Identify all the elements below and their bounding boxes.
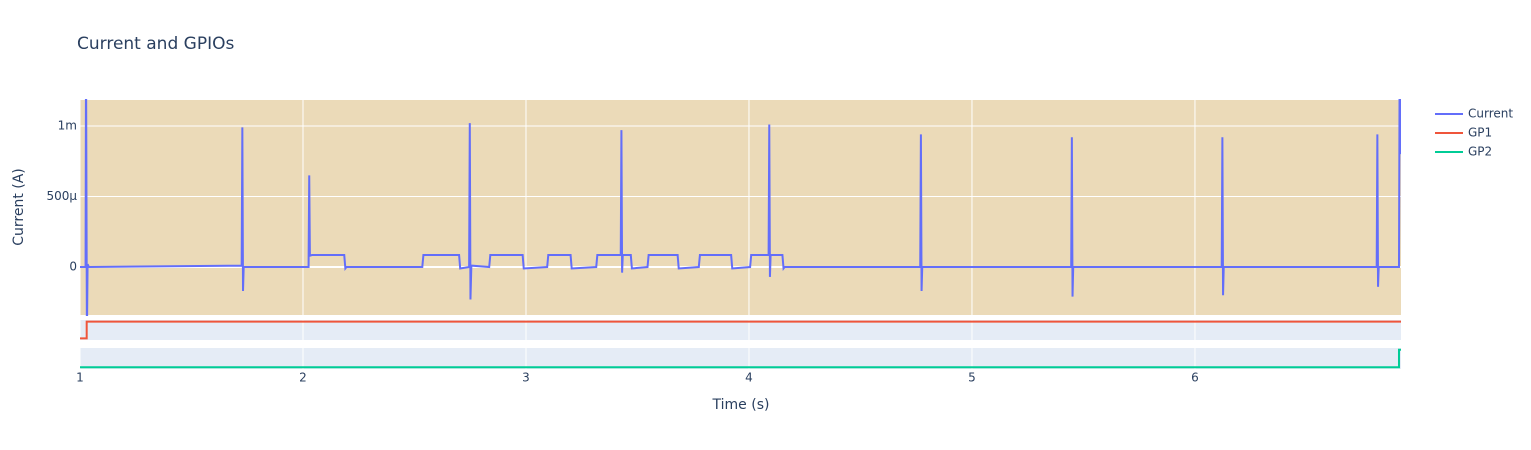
legend-label: GP2 bbox=[1468, 145, 1492, 159]
y-tick-label: 500µ bbox=[46, 189, 77, 203]
legend-label: GP1 bbox=[1468, 126, 1492, 140]
x-tick-label: 6 bbox=[1191, 371, 1199, 385]
x-tick-label: 2 bbox=[299, 371, 307, 385]
plot-background bbox=[80, 100, 1401, 315]
y-tick-label: 0 bbox=[69, 260, 77, 274]
x-tick-label: 1 bbox=[76, 371, 84, 385]
plot-background bbox=[80, 348, 1401, 369]
y-tick-label: 1m bbox=[58, 118, 77, 132]
legend-label: Current bbox=[1468, 107, 1513, 121]
chart-title: Current and GPIOs bbox=[77, 34, 234, 54]
series-line bbox=[80, 320, 1401, 340]
series-line bbox=[80, 348, 1401, 369]
series-line bbox=[80, 99, 1401, 316]
y-axis-title: Current (A) bbox=[11, 168, 27, 246]
x-axis-title: Time (s) bbox=[712, 397, 770, 413]
x-tick-label: 4 bbox=[745, 371, 753, 385]
x-tick-label: 5 bbox=[968, 371, 976, 385]
plot-background bbox=[80, 320, 1401, 340]
x-tick-label: 3 bbox=[522, 371, 530, 385]
